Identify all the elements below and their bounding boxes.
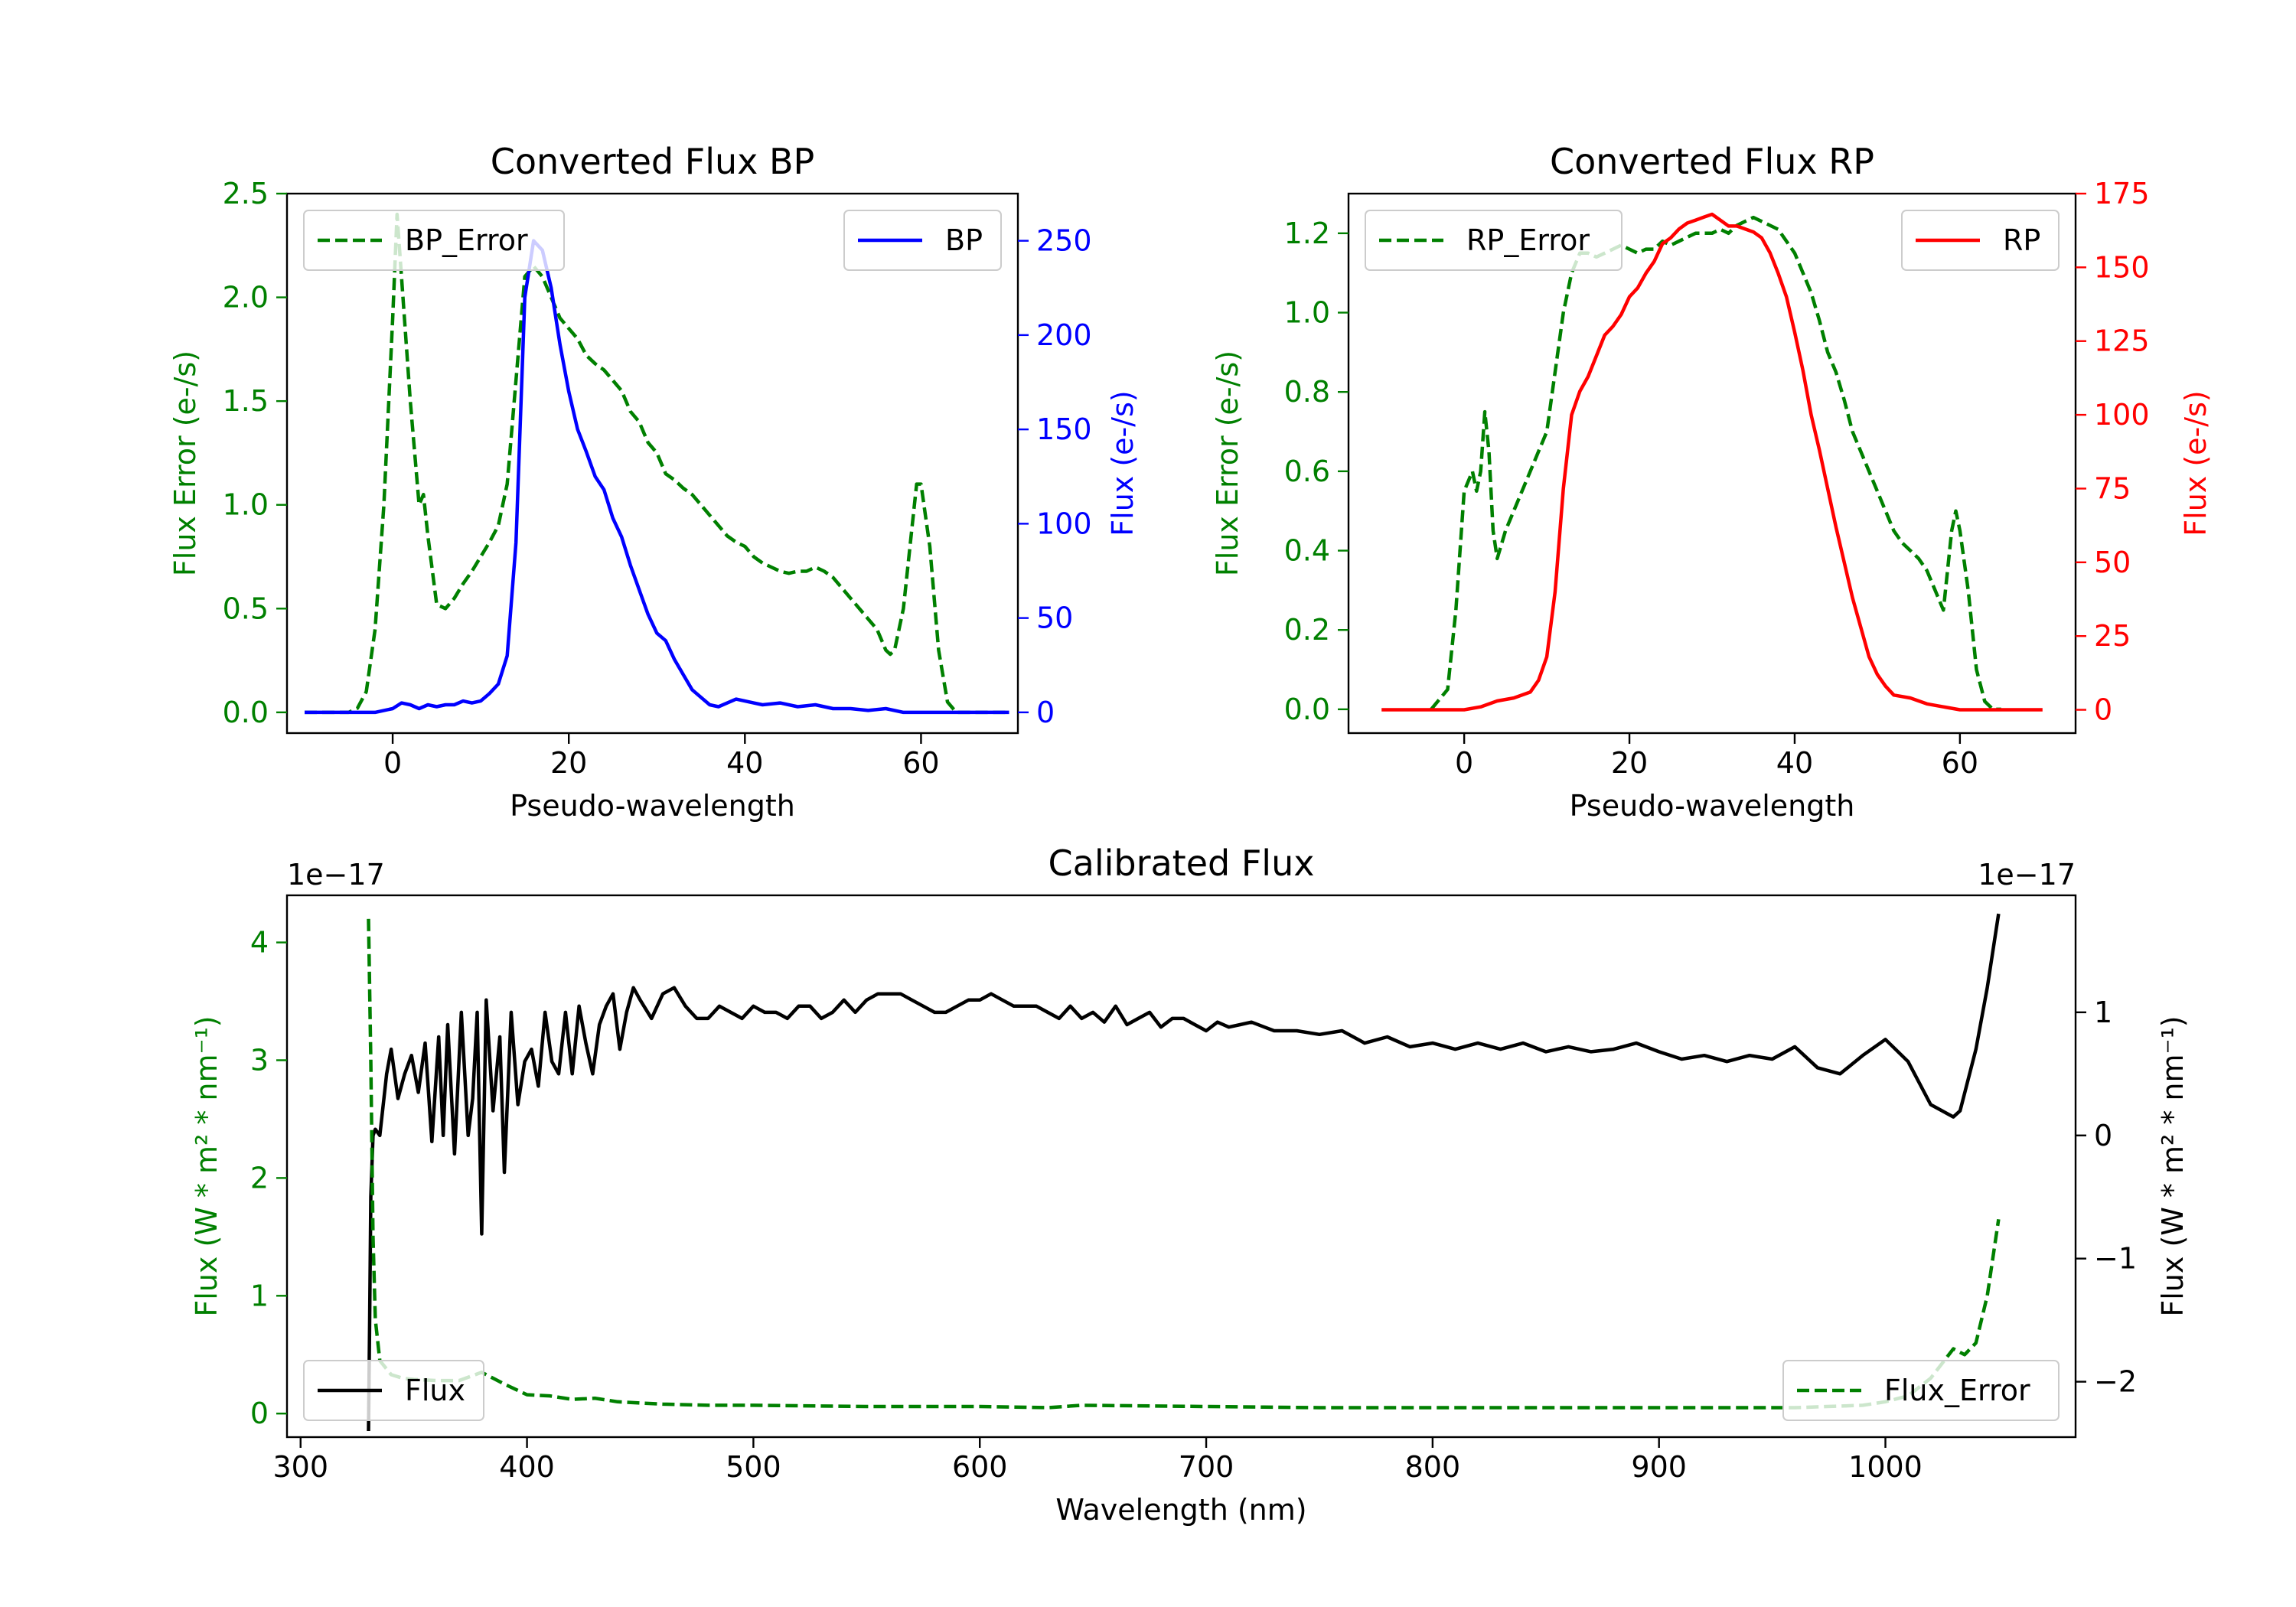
x-axis-label: Wavelength (nm) xyxy=(1055,1493,1306,1527)
legend-box xyxy=(303,1360,484,1421)
x-tick-label: 500 xyxy=(726,1450,781,1484)
y-left-tick-label: 2.0 xyxy=(223,281,269,315)
series-line-bp-error xyxy=(305,212,1009,715)
y-left-tick-label: 1.2 xyxy=(1284,217,1330,250)
legend-label: BP xyxy=(945,223,983,257)
y-right-tick-label: 175 xyxy=(2094,177,2150,210)
x-tick-label: 20 xyxy=(1611,746,1648,780)
series-line-flux xyxy=(367,913,2001,1432)
series-line-bp xyxy=(305,239,1009,715)
y-right-tick-label: 125 xyxy=(2094,324,2150,358)
chart-title: Calibrated Flux xyxy=(1049,843,1315,884)
legend-box xyxy=(1901,210,2060,271)
y-right-tick-label: 0 xyxy=(1036,696,1055,729)
y-left-axis-label: Flux (W * m² * nm⁻¹) xyxy=(190,1015,223,1316)
legend-bp: BP xyxy=(843,210,1002,271)
legend-bp-error: BP_Error xyxy=(303,210,565,271)
legend-box xyxy=(303,210,565,271)
x-tick-label: 800 xyxy=(1405,1450,1461,1484)
series-line-rp-error xyxy=(1430,215,2001,712)
x-tick-label: 400 xyxy=(499,1450,555,1484)
x-tick-label: 600 xyxy=(952,1450,1008,1484)
y-left-tick-label: 0.2 xyxy=(1284,613,1330,647)
y-right-tick-label: −1 xyxy=(2094,1242,2137,1276)
x-tick-label: 900 xyxy=(1631,1450,1687,1484)
y-left-tick-label: 2 xyxy=(250,1161,269,1195)
plot-frame xyxy=(285,894,2077,1439)
y-right-tick-label: −2 xyxy=(2094,1365,2137,1399)
y-right-tick-label: 0 xyxy=(2094,1119,2112,1152)
y-left-tick-label: 1.0 xyxy=(223,488,269,522)
legend-box xyxy=(1782,1360,2060,1421)
legend-flux-error: Flux_Error xyxy=(1782,1360,2060,1421)
y-left-tick-label: 1.0 xyxy=(1284,296,1330,330)
y-left-tick-label: 1 xyxy=(250,1279,269,1312)
y-left-tick-label: 0.8 xyxy=(1284,375,1330,409)
y-left-tick-label: 1.5 xyxy=(223,384,269,418)
chart-title: Converted Flux RP xyxy=(1550,141,1874,182)
y-right-tick-label: 0 xyxy=(2094,693,2112,727)
legend-label: RP_Error xyxy=(1466,223,1590,257)
y-right-tick-label: 50 xyxy=(1036,601,1073,635)
y-right-axis-label: Flux (W * m² * nm⁻¹) xyxy=(2156,1015,2190,1316)
y-left-axis-label: Flux Error (e-/s) xyxy=(168,350,202,576)
legend-flux: Flux xyxy=(303,1360,484,1421)
y-right-tick-label: 200 xyxy=(1036,318,1092,352)
y-left-tick-label: 0.0 xyxy=(1284,693,1330,726)
y-right-offset-label: 1e−17 xyxy=(1978,858,2076,892)
x-axis-label: Pseudo-wavelength xyxy=(510,789,795,823)
y-right-axis-label: Flux (e-/s) xyxy=(1106,390,1140,536)
legend-label: RP xyxy=(2003,223,2040,257)
legend-box xyxy=(843,210,1002,271)
y-left-tick-label: 3 xyxy=(250,1043,269,1077)
y-right-tick-label: 150 xyxy=(2094,250,2150,284)
y-left-tick-label: 0.0 xyxy=(223,696,269,729)
y-right-tick-label: 50 xyxy=(2094,546,2131,579)
legend-rp-error: RP_Error xyxy=(1365,210,1623,271)
rp-chart: 0 20 40 60 0.0 0.2 0.4 0.6 0.8 1.0 1.2 0 25 50 75 100 12… xyxy=(1211,141,2213,823)
y-left-tick-label: 0.4 xyxy=(1284,534,1330,568)
x-tick-label: 0 xyxy=(383,746,402,780)
x-tick-label: 700 xyxy=(1179,1450,1234,1484)
plot-frame xyxy=(1347,192,2077,735)
x-tick-label: 60 xyxy=(1942,746,1978,780)
y-left-tick-label: 0.5 xyxy=(223,592,269,625)
x-tick-label: 20 xyxy=(550,746,587,780)
bp-chart: 0 20 40 60 0.0 0.5 1.0 1.5 2.0 2.5 0 50 100 150 200 250… xyxy=(168,141,1140,823)
y-right-tick-label: 100 xyxy=(2094,398,2150,432)
x-tick-label: 40 xyxy=(726,746,763,780)
x-tick-label: 300 xyxy=(272,1450,328,1484)
y-left-tick-label: 0.6 xyxy=(1284,455,1330,488)
y-right-tick-label: 25 xyxy=(2094,619,2131,653)
legend-label: Flux_Error xyxy=(1884,1374,2030,1407)
x-tick-label: 1000 xyxy=(1848,1450,1923,1484)
y-left-tick-label: 0 xyxy=(250,1397,269,1430)
legend-label: Flux xyxy=(405,1374,465,1407)
y-right-tick-label: 250 xyxy=(1036,224,1092,258)
y-right-axis-label: Flux (e-/s) xyxy=(2179,390,2213,536)
y-right-tick-label: 1 xyxy=(2094,996,2112,1029)
y-left-tick-label: 2.5 xyxy=(223,177,269,210)
plot-frame xyxy=(285,192,1019,735)
x-tick-label: 0 xyxy=(1455,746,1473,780)
x-axis-label: Pseudo-wavelength xyxy=(1570,789,1855,823)
x-tick-label: 40 xyxy=(1776,746,1813,780)
y-right-tick-label: 100 xyxy=(1036,507,1092,540)
chart-title: Converted Flux BP xyxy=(491,141,815,182)
legend-rp: RP xyxy=(1901,210,2060,271)
y-right-tick-label: 150 xyxy=(1036,412,1092,446)
series-line-rp xyxy=(1381,212,2043,712)
legend-box xyxy=(1365,210,1623,271)
legend-label: BP_Error xyxy=(405,223,528,257)
y-left-offset-label: 1e−17 xyxy=(287,858,385,892)
x-tick-label: 60 xyxy=(902,746,939,780)
y-left-axis-label: Flux Error (e-/s) xyxy=(1211,350,1244,576)
y-right-tick-label: 75 xyxy=(2094,471,2131,505)
cal-chart: 300 400 500 600 700 800 900 1000 0 1 2 3 4 −2 −1 0 1 Cali… xyxy=(190,843,2190,1527)
y-left-tick-label: 4 xyxy=(250,926,269,960)
